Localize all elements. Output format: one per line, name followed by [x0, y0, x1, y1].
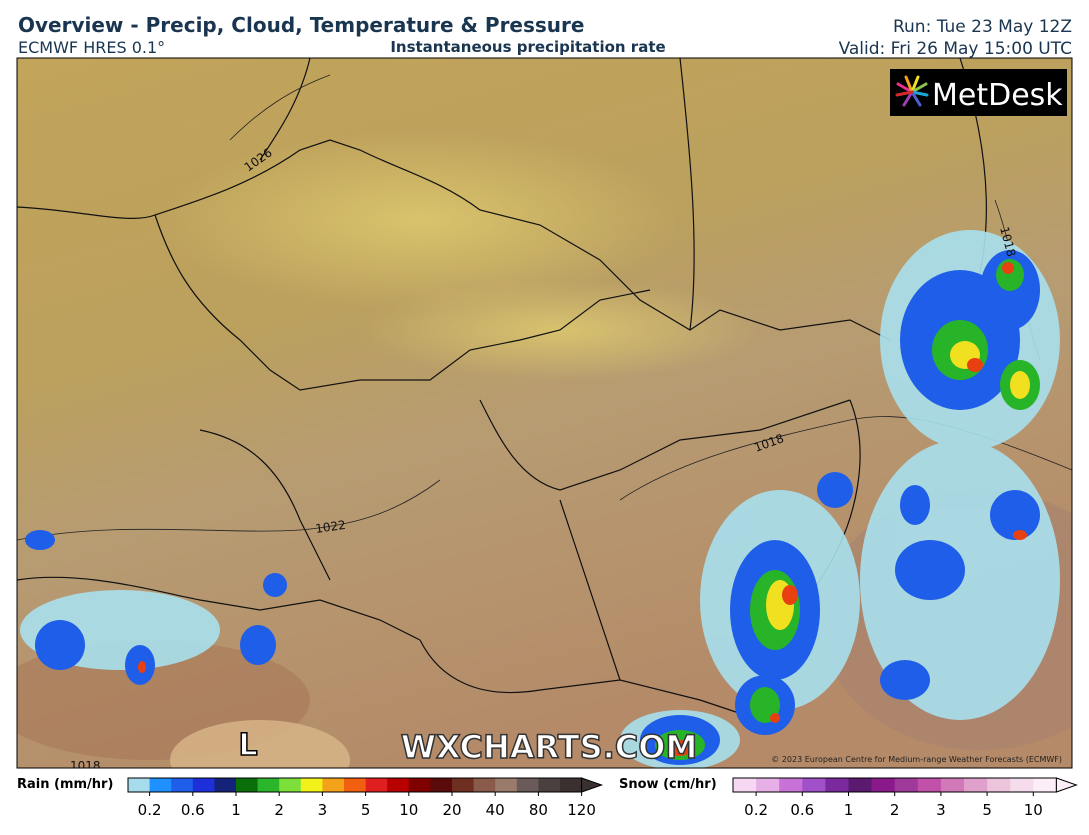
colorbar-segment	[344, 778, 367, 792]
valid: Valid: Fri 26 May 15:00 UTC	[839, 39, 1072, 59]
isobar-label: 1018	[70, 759, 101, 773]
colorbar-tick-label: 10	[399, 801, 418, 819]
colorbar-tick-label: 0.6	[181, 801, 205, 819]
colorbar-segment	[871, 778, 896, 792]
colorbar-tick-label: 40	[486, 801, 505, 819]
logo-icon	[895, 75, 929, 107]
subtitle: Instantaneous precipitation rate	[390, 38, 665, 56]
rain-legend-title: Rain (mm/hr)	[17, 777, 113, 792]
copyright: © 2023 European Centre for Medium-range …	[771, 755, 1062, 764]
colorbar-segment	[257, 778, 280, 792]
colorbar-segment	[733, 778, 757, 792]
colorbar-segment	[495, 778, 518, 792]
colorbar-tick-label: 10	[1024, 801, 1043, 819]
colorbar-tick-label: 80	[529, 801, 548, 819]
colorbar-segment	[1010, 778, 1034, 792]
colorbar-segment	[171, 778, 194, 792]
colorbar-tick-label: 0.6	[790, 801, 814, 819]
isobar-label: 1017	[226, 766, 267, 785]
colorbar-segment	[987, 778, 1011, 792]
snow-colorbar: 0.2 0.6 1 2 3 5 10	[732, 777, 1078, 819]
colorbar-tick-label: 3	[318, 801, 328, 819]
colorbar-segment	[802, 778, 826, 792]
colorbar-tick-label: 3	[936, 801, 946, 819]
colorbar-tick-label: 5	[361, 801, 371, 819]
colorbar-segment	[1033, 778, 1057, 792]
colorbar-segment	[940, 778, 965, 792]
colorbar-tick-label: 2	[274, 801, 284, 819]
title: Overview - Precip, Cloud, Temperature & …	[18, 13, 584, 37]
colorbar-segment	[149, 778, 172, 792]
colorbar-tick-label: 0.2	[138, 801, 162, 819]
colorbar-segment	[214, 778, 237, 792]
colorbar-segment	[473, 778, 496, 792]
colorbar-tick-label: 0.2	[744, 801, 768, 819]
colorbar-segment	[452, 778, 475, 792]
colorbar-tick-label: 5	[982, 801, 992, 819]
colorbar-segment	[430, 778, 453, 792]
colorbar-tick-label: 1	[231, 801, 241, 819]
colorbar-arrow	[581, 777, 604, 793]
colorbar-segment	[322, 778, 345, 792]
colorbar-tick-label: 1	[844, 801, 854, 819]
colorbar-segment	[236, 778, 259, 792]
colorbar-tick-label: 2	[890, 801, 900, 819]
colorbar-segment	[779, 778, 803, 792]
rain-colorbar: 0.2 0.6 1 2 3 5 10 20 40 80 120	[127, 777, 604, 819]
colorbar-tick-label: 20	[442, 801, 461, 819]
low-marker: L	[238, 728, 257, 763]
precip	[20, 230, 1060, 768]
colorbar-segment	[408, 778, 431, 792]
model: ECMWF HRES 0.1°	[18, 38, 165, 57]
colorbar-segment	[964, 778, 988, 792]
colorbar-segment	[917, 778, 942, 792]
run: Run: Tue 23 May 12Z	[893, 17, 1072, 37]
colorbar-segment	[300, 778, 323, 792]
colorbar-segment	[560, 778, 583, 792]
colorbar-segment	[894, 778, 919, 792]
colorbar-segment	[128, 778, 151, 792]
colorbar-tick-label: 120	[567, 801, 596, 819]
colorbar-segment	[538, 778, 561, 792]
colorbar-segment	[825, 778, 849, 792]
snow-legend-title: Snow (cm/hr)	[619, 777, 717, 792]
colorbar-segment	[848, 778, 873, 792]
colorbar-segment	[279, 778, 302, 792]
logo-text: MetDesk	[932, 78, 1063, 113]
colorbar-segment	[756, 778, 780, 792]
isobar-label: 1022	[314, 518, 346, 536]
colorbar-segment	[365, 778, 388, 792]
colorbar-segment	[387, 778, 410, 792]
colorbar-arrow	[1055, 777, 1078, 793]
colorbar-segment	[516, 778, 539, 792]
map: 1026 1018 1018 1022 1018 1017 L WXCHARTS…	[17, 58, 1072, 785]
colorbar-segment	[192, 778, 215, 792]
watermark: WXCHARTS.COM	[401, 728, 698, 766]
